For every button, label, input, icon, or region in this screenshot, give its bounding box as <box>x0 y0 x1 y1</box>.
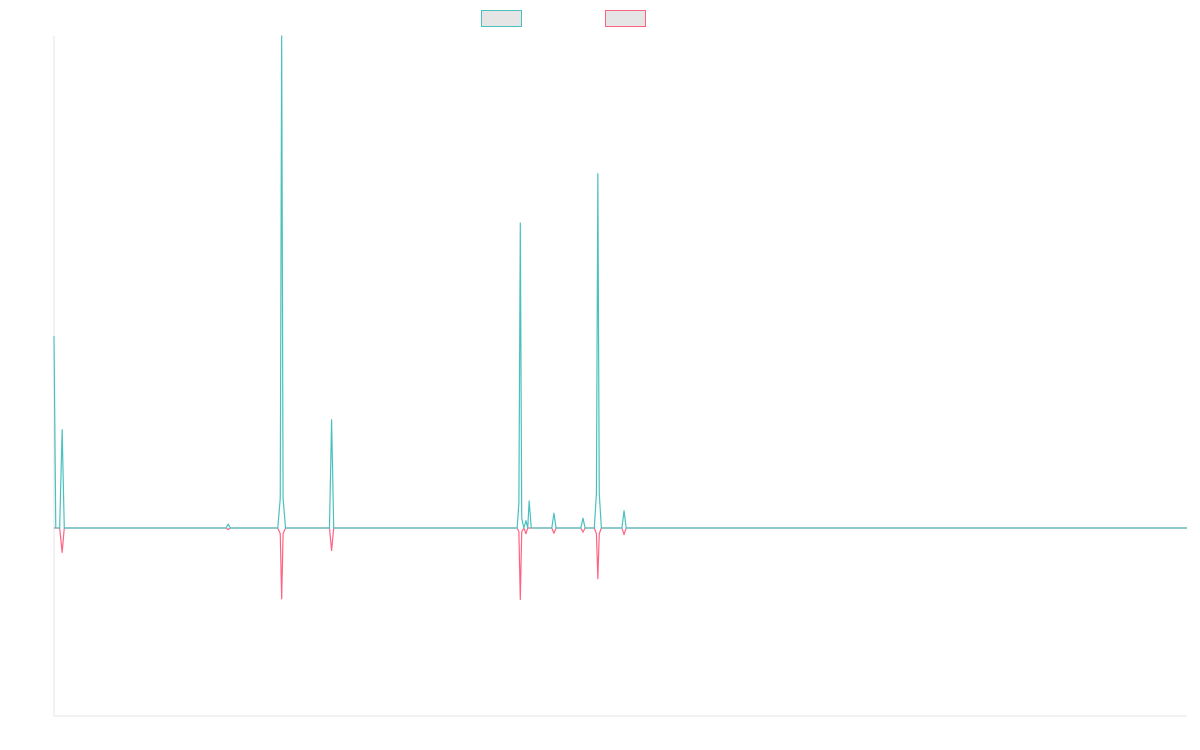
legend-swatch-series-2 <box>605 10 646 27</box>
series-1-line <box>53 35 1187 529</box>
legend-swatch-series-1 <box>481 10 522 27</box>
series-2-line <box>54 527 1187 601</box>
